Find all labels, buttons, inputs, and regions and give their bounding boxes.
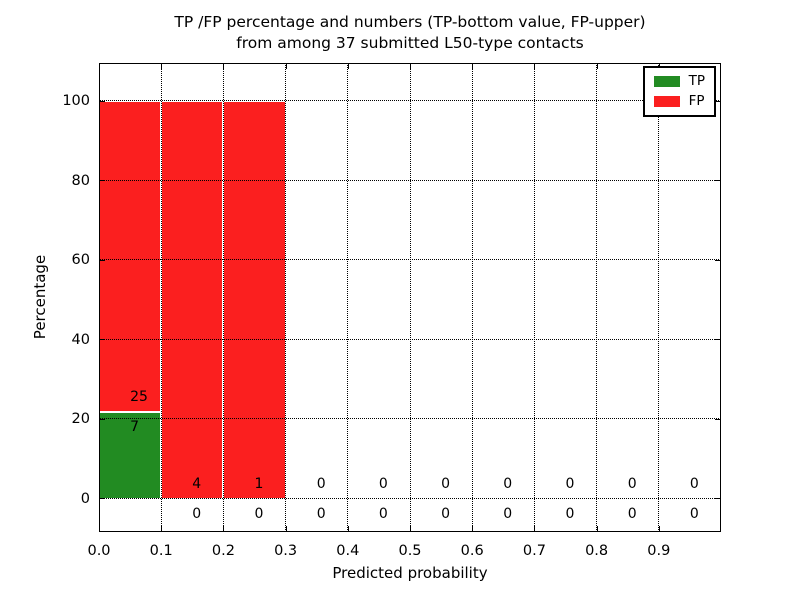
x-tick-top	[285, 63, 287, 69]
gridline-vertical	[285, 63, 287, 532]
tp-count-label: 0	[378, 505, 388, 522]
y-tick-right	[715, 259, 721, 261]
y-tick-left	[99, 100, 105, 102]
chart-title-line2: from among 37 submitted L50-type contact…	[236, 34, 584, 52]
gridline-vertical	[160, 63, 162, 532]
x-tick-label: 0.7	[522, 543, 546, 559]
x-tick-bottom	[596, 526, 598, 532]
y-tick-right	[715, 180, 721, 182]
bar-tp	[99, 411, 162, 499]
y-tick-right	[715, 100, 721, 102]
bar-fp	[223, 101, 286, 499]
x-tick-label: 0.1	[149, 543, 173, 559]
y-tick-label: 100	[62, 93, 90, 110]
fp-swatch	[653, 96, 680, 107]
fp-count-label: 1	[254, 475, 264, 492]
fp-count-label: 0	[378, 475, 388, 492]
fp-count-label: 0	[503, 475, 513, 492]
y-tick-left	[99, 498, 105, 500]
tp-count-label: 0	[316, 505, 326, 522]
x-tick-top	[347, 63, 349, 69]
legend-item-tp: TP	[653, 73, 705, 89]
x-tick-label: 0.2	[211, 543, 235, 559]
y-tick-right	[715, 418, 721, 420]
tp-count-label: 0	[565, 505, 575, 522]
fp-count-label: 0	[689, 475, 699, 492]
tp-count-label: 0	[441, 505, 451, 522]
gridline-vertical	[347, 63, 349, 532]
x-tick-top	[223, 63, 225, 69]
x-tick-label: 0.0	[87, 543, 111, 559]
x-tick-top	[410, 63, 411, 69]
x-tick-top	[472, 63, 474, 69]
y-tick-label: 40	[71, 331, 90, 348]
x-tick-bottom	[472, 526, 474, 532]
legend-label-tp: TP	[688, 73, 705, 89]
x-tick-top	[99, 63, 100, 69]
y-tick-right	[715, 498, 721, 500]
x-tick-bottom	[534, 526, 536, 532]
gridline-vertical	[409, 63, 411, 532]
fp-count-label: 0	[565, 475, 575, 492]
y-tick-label: 60	[71, 252, 90, 269]
x-tick-top	[534, 63, 536, 69]
gridline-vertical	[596, 63, 598, 532]
x-tick-label: 0.4	[336, 543, 360, 559]
tp-count-label: 0	[254, 505, 264, 522]
fp-count-label: 25	[130, 388, 148, 405]
y-tick-left	[99, 339, 105, 341]
tp-count-label: 0	[689, 505, 699, 522]
y-tick-left	[99, 418, 105, 420]
x-axis-label: Predicted probability	[332, 564, 488, 582]
tp-count-label: 0	[503, 505, 513, 522]
bar-fp	[99, 101, 162, 412]
y-tick-right	[715, 339, 721, 341]
legend-item-fp: FP	[653, 93, 705, 109]
legend-label-fp: FP	[688, 93, 705, 109]
y-tick-label: 20	[71, 411, 90, 428]
fp-count-label: 0	[316, 475, 326, 492]
y-tick-label: 80	[71, 172, 90, 189]
y-tick-left	[99, 180, 105, 182]
x-tick-label: 0.9	[647, 543, 671, 559]
x-tick-label: 0.3	[274, 543, 298, 559]
tp-swatch	[653, 76, 680, 87]
tp-count-label: 0	[192, 505, 202, 522]
x-tick-bottom	[99, 526, 100, 532]
x-tick-bottom	[285, 526, 287, 532]
tp-count-label: 0	[627, 505, 637, 522]
chart-title-line1: TP /FP percentage and numbers (TP-bottom…	[174, 13, 646, 31]
fp-count-label: 0	[627, 475, 637, 492]
bar-fp	[161, 101, 224, 499]
x-tick-top	[596, 63, 598, 69]
y-tick-label: 0	[80, 490, 90, 507]
x-tick-bottom	[161, 526, 163, 532]
chart-title: TP /FP percentage and numbers (TP-bottom…	[99, 12, 721, 54]
plot-area: TP FP 25 7 4 0 1 0 0 0 0 0 0 0 0 0 0 0 0 0 0 0	[99, 63, 721, 532]
x-tick-top	[161, 63, 163, 69]
x-tick-bottom	[410, 526, 411, 532]
x-tick-label: 0.5	[398, 543, 422, 559]
fp-count-label: 0	[441, 475, 451, 492]
tp-count-label: 7	[130, 418, 140, 435]
x-tick-label: 0.6	[460, 543, 484, 559]
gridline-vertical	[658, 63, 660, 532]
gridline-vertical	[471, 63, 473, 532]
legend: TP FP	[642, 66, 716, 117]
gridline-vertical	[222, 63, 224, 532]
gridline-vertical	[533, 63, 535, 532]
y-tick-left	[99, 259, 105, 261]
x-tick-bottom	[658, 526, 660, 532]
x-tick-label: 0.8	[585, 543, 609, 559]
x-tick-bottom	[347, 526, 349, 532]
x-tick-bottom	[223, 526, 225, 532]
fp-count-label: 4	[192, 475, 202, 492]
